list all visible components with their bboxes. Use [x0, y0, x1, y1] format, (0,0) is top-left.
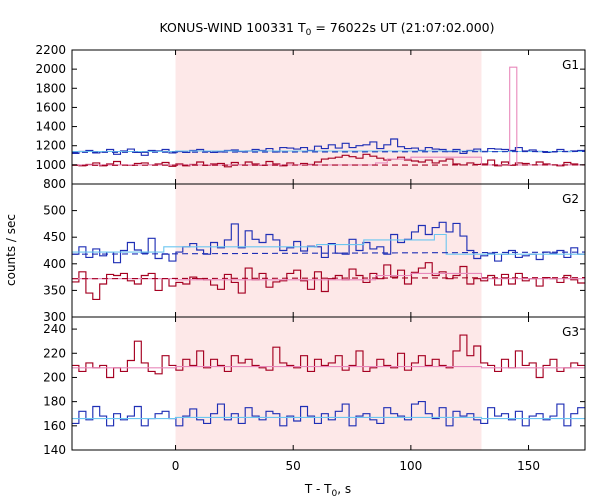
y-tick-label: 300: [43, 310, 66, 324]
x-axis: 0 50 100 150: [172, 459, 540, 473]
plot-area: [72, 334, 585, 427]
y-tick-label: 160: [43, 419, 66, 433]
series-red-counts: [72, 153, 585, 168]
panel-label: G1: [562, 58, 579, 72]
shaded-interval: [175, 50, 482, 184]
shaded-interval: [175, 317, 482, 450]
series-lightblue-model: [72, 150, 585, 153]
series-blue-counts: [72, 221, 585, 264]
x-tick-label: 150: [517, 459, 540, 473]
y-tick-label: 140: [43, 443, 66, 457]
panels-layer: 800 1000 1200 1400 1600 1800 2000 2200 G1 300 350 4…: [35, 43, 586, 457]
y-tick-label: 2200: [35, 43, 66, 57]
y-tick-label: 400: [43, 257, 66, 271]
x-tick-label: 100: [399, 459, 422, 473]
panel-label: G2: [562, 192, 579, 206]
x-axis-label: T - T0, s: [304, 482, 351, 499]
plot-area: [72, 221, 585, 300]
panel-label: G3: [562, 325, 579, 339]
x-tick-label: 0: [172, 459, 180, 473]
y-tick-label: 1800: [35, 81, 66, 95]
series-red-counts: [72, 334, 585, 379]
y-tick-label: 1200: [35, 139, 66, 153]
x-tick-label: 50: [286, 459, 301, 473]
series-lightblue-model: [72, 233, 585, 255]
y-tick-label: 350: [43, 283, 66, 297]
panel-g2: 300 350 400 450 500 G2: [43, 183, 586, 324]
y-tick-label: 220: [43, 346, 66, 360]
panel-g1: 800 1000 1200 1400 1600 1800 2000 2200 G1: [35, 43, 586, 191]
y-tick-label: 800: [43, 177, 66, 191]
y-tick-label: 1400: [35, 120, 66, 134]
y-tick-label: 1000: [35, 158, 66, 172]
panel-frame: [71, 316, 586, 451]
y-tick-label: 450: [43, 230, 66, 244]
series-blue-background-fit: [72, 251, 585, 255]
series-pink-model: [72, 366, 585, 369]
y-tick-label: 1600: [35, 100, 66, 114]
y-tick-label: 2000: [35, 62, 66, 76]
panel-g3: 140 160 180 200 220 240 G3: [43, 316, 586, 457]
y-axis-label: counts / sec: [4, 214, 18, 286]
y-tick-label: 200: [43, 370, 66, 384]
y-tick-label: 180: [43, 395, 66, 409]
y-tick-label: 500: [43, 204, 66, 218]
series-lightblue-model: [72, 416, 585, 420]
series-blue-background-fit: [72, 150, 585, 153]
series-pink-model: [72, 272, 585, 281]
series-red-counts: [72, 262, 585, 300]
series-pink-model: [72, 66, 585, 166]
series-blue-counts: [72, 401, 585, 427]
chart-title: KONUS-WIND 100331 T0 = 76022s UT (21:07:…: [159, 20, 494, 38]
series-red-background-fit: [72, 277, 585, 280]
y-tick-label: 240: [43, 322, 66, 336]
plot-area: [72, 66, 585, 168]
